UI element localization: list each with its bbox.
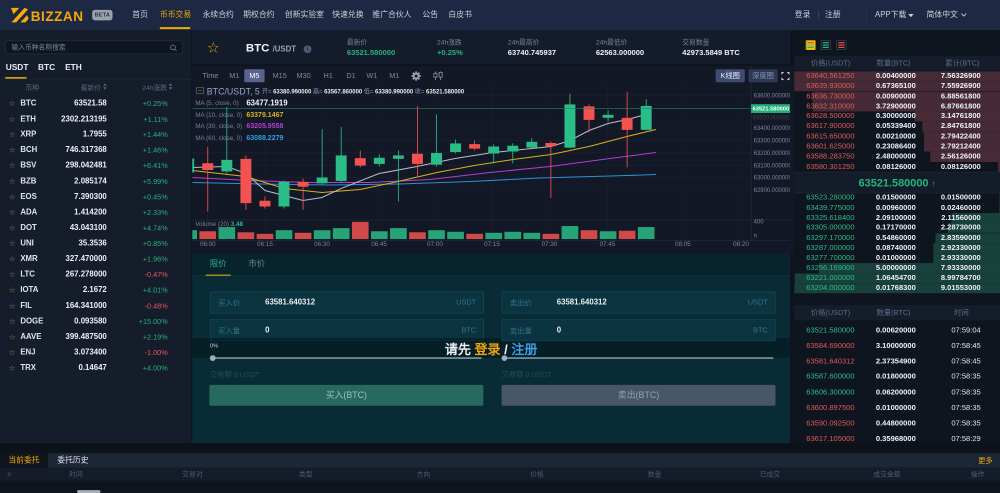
svg-text:63400.000000: 63400.000000 <box>754 126 790 132</box>
svg-text:08:05: 08:05 <box>675 241 691 248</box>
svg-text:63200.000000: 63200.000000 <box>754 151 790 157</box>
svg-text:07:30: 07:30 <box>542 241 558 248</box>
svg-text:63205.9558: 63205.9558 <box>246 123 283 130</box>
svg-text:400: 400 <box>754 220 765 226</box>
svg-text:06:00: 06:00 <box>200 241 216 248</box>
svg-text:63500.000000: 63500.000000 <box>753 115 791 121</box>
svg-text:06:15: 06:15 <box>257 241 273 248</box>
svg-text:06:30: 06:30 <box>314 241 330 248</box>
svg-text:08:20: 08:20 <box>733 241 749 248</box>
svg-text:开= 63380.990000 高= 63567.8600: 开= 63380.990000 高= 63567.860000 低= 63380… <box>262 88 465 96</box>
svg-text:MA (30, close, 0): MA (30, close, 0) <box>195 123 242 130</box>
svg-text:06:45: 06:45 <box>371 241 387 248</box>
svg-text:MA (5, close, 0): MA (5, close, 0) <box>195 100 238 107</box>
svg-text:63088.2279: 63088.2279 <box>246 135 283 142</box>
svg-text:63300.000000: 63300.000000 <box>754 139 790 145</box>
svg-text:Volume (20) 3.48: Volume (20) 3.48 <box>195 221 243 228</box>
svg-text:MA (10, close, 0): MA (10, close, 0) <box>195 112 242 119</box>
svg-text:MA (60, close, 0): MA (60, close, 0) <box>195 135 242 142</box>
svg-text:07:00: 07:00 <box>427 241 443 248</box>
svg-text:n: n <box>754 234 757 240</box>
svg-text:BTC/USDT, 5: BTC/USDT, 5 <box>207 86 260 96</box>
svg-text:07:45: 07:45 <box>600 241 616 248</box>
svg-text:63521.580000: 63521.580000 <box>753 107 790 113</box>
svg-text:63100.000000: 63100.000000 <box>754 163 790 169</box>
svg-text:63379.1467: 63379.1467 <box>246 112 283 119</box>
svg-text:63477.1919: 63477.1919 <box>246 99 288 108</box>
svg-text:62900.000000: 62900.000000 <box>754 188 790 194</box>
svg-text:63600.000000: 63600.000000 <box>754 94 790 100</box>
svg-text:63000.000000: 63000.000000 <box>754 176 790 182</box>
svg-text:07:15: 07:15 <box>484 241 500 248</box>
